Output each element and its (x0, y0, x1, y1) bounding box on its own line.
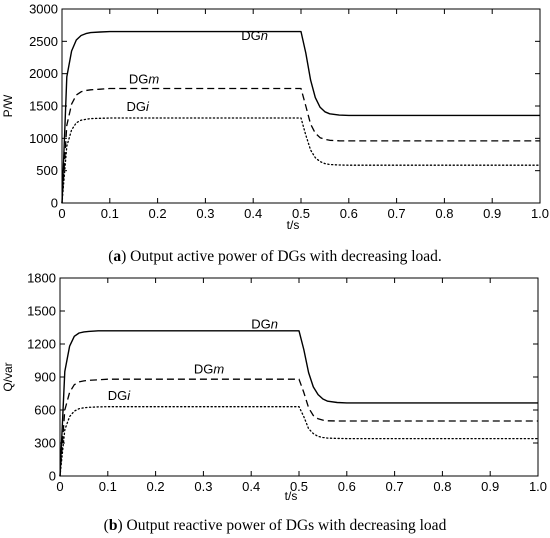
x-tick-label: 0.4 (244, 206, 262, 221)
x-tick-label: 0.7 (386, 479, 404, 494)
y-tick-label: 0 (49, 469, 56, 484)
y-tick-label: 1200 (27, 337, 56, 352)
y-tick-label: 1500 (27, 304, 56, 319)
x-tick-label: 0.4 (242, 479, 260, 494)
x-tick-label: 0.3 (196, 206, 214, 221)
x-tick-label: 0.1 (99, 479, 117, 494)
y-tick-label: 1500 (29, 99, 58, 114)
series-label-DGi: DGi (127, 99, 151, 114)
y-tick-label: 500 (36, 163, 58, 178)
x-tick-label: 0.8 (433, 479, 451, 494)
series-label-DGm: DGm (129, 71, 160, 86)
x-axis-label: t/s (285, 489, 298, 503)
y-tick-label: 0 (51, 196, 58, 211)
x-tick-label: 0.6 (338, 479, 356, 494)
x-tick-label: 0.3 (194, 479, 212, 494)
x-tick-label: 1.0 (529, 479, 547, 494)
plot-frame (59, 277, 539, 477)
y-tick-label: 2000 (29, 66, 58, 81)
x-tick-label: 0.1 (101, 206, 119, 221)
series-label-DGi: DGi (108, 388, 132, 403)
series-line-DGi (59, 406, 539, 477)
y-tick-label: 3000 (29, 2, 58, 17)
chart-panel-b: 0 300 600 900 1200 1500 1800 0 0.1 0.2 0.3 0.4 0.5 0.… (1, 271, 547, 504)
caption-a-tag: a (113, 248, 121, 265)
x-tick-label: 0.5 (292, 206, 310, 221)
x-tick-label: 0.9 (483, 206, 501, 221)
x-tick-label: 0.9 (481, 479, 499, 494)
x-tick-label: 0.5 (290, 479, 308, 494)
y-tick-label: 2500 (29, 34, 58, 49)
series-label-DGm: DGm (194, 362, 225, 377)
series-line-DGi (61, 117, 541, 204)
x-tick-label: 1.0 (531, 206, 549, 221)
x-tick-label: 0 (56, 479, 63, 494)
caption-b: (b) Output reactive power of DGs with de… (104, 517, 447, 534)
caption-b-tag: b (109, 517, 118, 534)
y-tick-label: 300 (34, 436, 56, 451)
x-tick-label: 0 (58, 206, 65, 221)
x-tick-label: 0.6 (340, 206, 358, 221)
y-tick-label: 600 (34, 403, 56, 418)
x-tick-label: 0.2 (147, 479, 165, 494)
x-tick-label: 0.7 (388, 206, 406, 221)
series-label-DGn: DGn (241, 28, 268, 43)
series-line-DGm (59, 378, 538, 477)
x-axis-label: t/s (287, 218, 300, 232)
y-axis-label: Q/var (1, 362, 15, 391)
y-tick-label: 900 (34, 370, 56, 385)
caption-b-text: Output reactive power of DGs with decrea… (127, 517, 447, 534)
series-line-DGn (59, 330, 538, 477)
series-label-DGn: DGn (251, 317, 278, 332)
caption-a: (a) Output active power of DGs with decr… (108, 248, 442, 265)
chart-panel-a: 0 500 1000 1500 2000 2500 3000 0 0.1 0.2 0.3 0.4 0.5… (1, 2, 549, 233)
y-tick-label: 1000 (29, 131, 58, 146)
x-tick-label: 0.8 (435, 206, 453, 221)
x-tick-label: 0.2 (149, 206, 167, 221)
series-line-DGm (61, 87, 540, 204)
y-axis-label: P/W (1, 94, 15, 117)
series-line-DGn (61, 30, 540, 204)
y-tick-label: 1800 (27, 271, 56, 286)
caption-a-text: Output active power of DGs with decreasi… (130, 248, 442, 265)
